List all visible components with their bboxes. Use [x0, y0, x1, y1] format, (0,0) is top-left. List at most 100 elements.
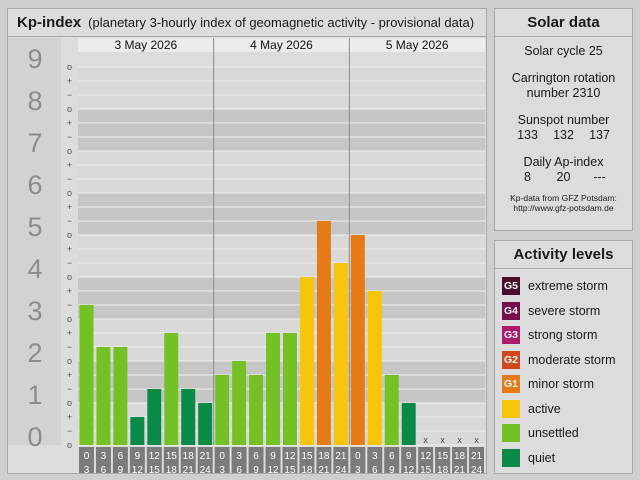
- sunspot-label: Sunspot number: [517, 113, 610, 127]
- x-tick-label: 18: [437, 465, 449, 473]
- minor-tick-mark: +: [67, 244, 72, 254]
- x-tick-label: 18: [454, 451, 466, 462]
- credit-url[interactable]: http://www.gfz-potsdam.de: [513, 203, 614, 213]
- ap-value: 20: [556, 170, 571, 184]
- kp-band: [78, 403, 485, 445]
- x-tick-label: 24: [200, 465, 212, 473]
- legend-swatch: G2: [502, 350, 520, 369]
- x-tick-label: 21: [318, 465, 330, 473]
- x-tick-label: 3: [84, 465, 90, 473]
- legend-swatch: G5: [502, 277, 520, 295]
- sunspot-value: 133: [517, 128, 538, 142]
- kp-bar: [333, 263, 348, 445]
- x-tick-box: [299, 447, 315, 473]
- legend-label: extreme storm: [528, 279, 608, 293]
- legend-label: minor storm: [528, 377, 594, 391]
- y-tick-label: 8: [27, 86, 42, 116]
- x-tick-label: 24: [335, 465, 347, 473]
- x-tick-box: [452, 447, 468, 473]
- x-tick-label: 12: [267, 465, 279, 473]
- minor-tick-mark: +: [67, 202, 72, 212]
- ap-value: 8: [524, 170, 531, 184]
- x-tick-label: 9: [406, 451, 412, 462]
- x-tick-box: [112, 447, 128, 473]
- x-tick-label: 9: [389, 465, 395, 473]
- legend-label: strong storm: [528, 328, 598, 342]
- x-tick-label: 6: [372, 465, 378, 473]
- kp-band: [78, 67, 485, 109]
- x-tick-label: 9: [270, 451, 276, 462]
- x-tick-label: 3: [355, 465, 361, 473]
- legend-swatch: G3: [502, 326, 520, 344]
- minor-tick-mark: +: [67, 76, 72, 86]
- y-tick-label: 9: [27, 44, 42, 74]
- minor-tick-mark: o: [67, 146, 72, 156]
- minor-tick-mark: o: [67, 188, 72, 198]
- activity-levels-title: Activity levels: [513, 246, 614, 263]
- solar-data-header: Solar data: [495, 9, 632, 37]
- minor-tick-mark: +: [67, 160, 72, 170]
- kp-bar: [113, 347, 128, 445]
- kp-band: [78, 277, 485, 319]
- x-tick-label: 9: [253, 465, 259, 473]
- legend-label: unsettled: [528, 426, 579, 440]
- y-tick-label: 7: [27, 128, 42, 158]
- carrington-rotation: Carrington rotation number 2310: [495, 71, 632, 101]
- x-tick-label: 15: [166, 451, 178, 462]
- legend-swatch: [502, 448, 520, 467]
- data-credit: Kp-data from GFZ Potsdam: http://www.gfz…: [495, 193, 632, 213]
- x-tick-box: [265, 447, 281, 473]
- x-tick-label: 0: [219, 451, 225, 462]
- x-tick-box: [418, 447, 434, 473]
- y-tick-label: 3: [27, 296, 42, 326]
- x-tick-box: [95, 447, 111, 473]
- x-tick-label: 24: [471, 465, 483, 473]
- x-tick-box: [384, 447, 400, 473]
- minor-tick-mark: −: [67, 174, 72, 184]
- missing-value-marker: x: [423, 435, 428, 445]
- legend-item-g2: G2 moderate storm: [502, 350, 632, 369]
- y-tick-label: 2: [27, 338, 42, 368]
- x-tick-box: [180, 447, 196, 473]
- kp-band: [78, 361, 485, 403]
- minor-tick-mark: o: [67, 230, 72, 240]
- x-tick-box: [248, 447, 264, 473]
- legend-item-unsettled: unsettled: [502, 424, 632, 442]
- x-tick-label: 21: [454, 465, 466, 473]
- carrington-number: number 2310: [526, 86, 601, 100]
- legend-item-g4: G4 severe storm: [502, 301, 632, 320]
- legend-item-g5: G5 extreme storm: [502, 277, 632, 295]
- kp-index-panel: Kp-index (planetary 3-hourly index of ge…: [7, 8, 487, 474]
- minor-tick-mark: −: [67, 216, 72, 226]
- ap-label: Daily Ap-index: [523, 155, 604, 169]
- kp-band: [78, 109, 485, 151]
- x-tick-box: [197, 447, 213, 473]
- x-tick-label: 6: [236, 465, 242, 473]
- y-axis-label-column: [8, 38, 61, 445]
- kp-bar: [266, 332, 280, 445]
- x-tick-label: 6: [118, 451, 124, 462]
- kp-bar: [198, 403, 213, 445]
- x-tick-label: 18: [301, 465, 313, 473]
- minor-tick-mark: −: [67, 90, 72, 100]
- minor-tick-mark: o: [67, 440, 72, 450]
- activity-levels-panel: Activity levels G5 extreme storm G4 seve…: [494, 240, 633, 474]
- minor-tick-mark: −: [67, 132, 72, 142]
- kp-band: [78, 235, 485, 277]
- minor-tick-mark: +: [67, 412, 72, 422]
- daily-ap-index: Daily Ap-index 8 20 ---: [495, 155, 632, 185]
- y-tick-label: 6: [27, 170, 42, 200]
- legend-swatch: G4: [502, 301, 520, 320]
- kp-bar: [249, 374, 264, 445]
- x-tick-box: [401, 447, 417, 473]
- kp-bar: [384, 374, 399, 445]
- solar-cycle: Solar cycle 25: [524, 44, 603, 58]
- missing-value-marker: x: [474, 435, 479, 445]
- x-tick-label: 12: [132, 465, 144, 473]
- legend-label: moderate storm: [528, 352, 616, 367]
- kp-bar: [283, 332, 297, 445]
- legend-item-active: active: [502, 399, 632, 418]
- kp-bar-chart: 3 May 2026 4 May 2026 5 May 20260123456789…: [8, 38, 485, 473]
- minor-tick-mark: −: [67, 258, 72, 268]
- kp-title: Kp-index: [17, 14, 82, 31]
